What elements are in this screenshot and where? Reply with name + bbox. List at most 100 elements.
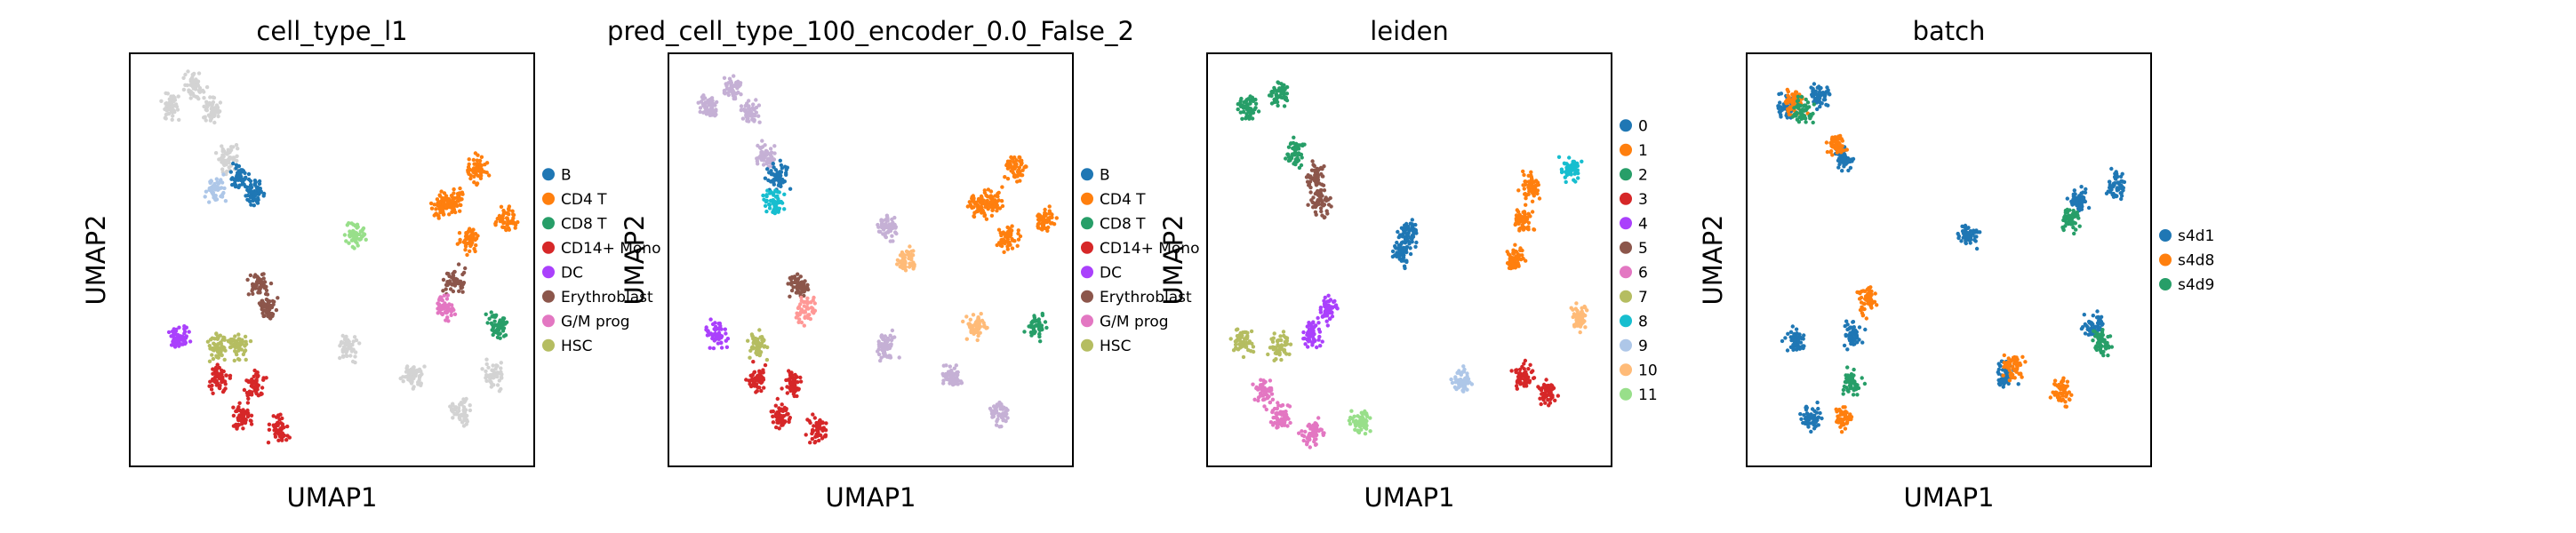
legend-label: 6 (1638, 264, 1648, 282)
data-point (1037, 332, 1042, 337)
series-group-8 (794, 295, 818, 328)
data-point (988, 195, 993, 200)
data-point (995, 419, 999, 424)
data-point (1275, 406, 1280, 411)
data-point (1303, 429, 1308, 434)
data-point (779, 199, 783, 204)
data-point (751, 383, 756, 387)
data-point (1310, 343, 1315, 347)
data-point (235, 158, 239, 163)
data-point (787, 369, 791, 373)
data-point (799, 320, 804, 325)
data-point (1393, 245, 1397, 250)
data-point (1548, 401, 1553, 405)
data-point (2071, 197, 2076, 202)
data-point (491, 363, 495, 368)
data-point (1783, 336, 1788, 340)
data-point (1997, 363, 2003, 369)
data-point (897, 355, 901, 360)
data-point (1567, 155, 1572, 160)
data-point (1840, 157, 1844, 162)
data-point (1276, 95, 1280, 99)
data-point (778, 419, 783, 425)
data-point (1293, 157, 1299, 162)
data-point (219, 194, 223, 199)
data-point (1548, 394, 1553, 398)
data-point (1317, 334, 1322, 339)
data-point (342, 338, 348, 342)
data-point (955, 381, 960, 386)
data-point (445, 315, 450, 320)
data-point (952, 366, 957, 370)
data-point (1320, 202, 1325, 206)
data-point (445, 308, 451, 314)
data-point (249, 413, 254, 418)
data-point (1566, 163, 1571, 168)
data-point (242, 387, 247, 393)
data-point (250, 393, 254, 397)
data-point (1348, 422, 1353, 426)
series-B (763, 158, 793, 192)
data-point (216, 114, 220, 119)
data-point (219, 341, 223, 346)
data-point (966, 322, 971, 326)
data-point (1539, 402, 1543, 407)
legend-marker (1620, 338, 1632, 352)
data-point (1243, 337, 1247, 341)
data-point (999, 199, 1004, 203)
data-point (340, 333, 345, 338)
legend-marker (542, 217, 555, 230)
data-point (824, 421, 828, 426)
data-point (1296, 147, 1301, 151)
data-point (211, 371, 215, 376)
data-point (261, 194, 266, 198)
data-point (1244, 112, 1249, 116)
series-7 (1228, 327, 1293, 362)
data-point (1233, 339, 1238, 344)
data-point (1530, 178, 1534, 183)
data-point (748, 378, 753, 383)
data-point (181, 87, 187, 92)
data-point (451, 271, 455, 276)
data-point (442, 212, 446, 217)
data-point (474, 243, 478, 248)
data-point (262, 280, 268, 284)
data-point (1240, 333, 1244, 338)
data-point (246, 379, 251, 385)
data-point (1239, 345, 1244, 349)
data-point (480, 367, 484, 371)
data-point (182, 324, 187, 329)
data-point (455, 192, 460, 196)
data-point (1029, 333, 1034, 338)
data-point (457, 231, 462, 235)
panel-title: leiden (1370, 16, 1449, 46)
data-point (511, 212, 516, 217)
data-point (1785, 348, 1790, 353)
data-point (207, 359, 212, 363)
data-point (1809, 429, 1813, 434)
data-point (708, 97, 712, 102)
data-point (1546, 397, 1550, 402)
data-point (1585, 308, 1589, 313)
data-point (1516, 264, 1521, 268)
data-point (1003, 175, 1007, 179)
data-point (1463, 382, 1468, 386)
data-point (724, 345, 730, 349)
data-point (351, 222, 356, 227)
data-point (475, 162, 479, 166)
data-point (449, 306, 453, 312)
data-point (253, 191, 259, 195)
data-point (1318, 307, 1323, 312)
data-point (1256, 109, 1261, 114)
data-point (231, 161, 236, 166)
data-point (173, 102, 179, 107)
data-point (1272, 87, 1277, 91)
data-point (975, 338, 980, 343)
data-point (345, 348, 349, 353)
data-point (491, 332, 495, 338)
data-point (401, 375, 405, 379)
data-point (1019, 163, 1024, 167)
data-point (727, 76, 732, 81)
data-point (1250, 116, 1255, 121)
